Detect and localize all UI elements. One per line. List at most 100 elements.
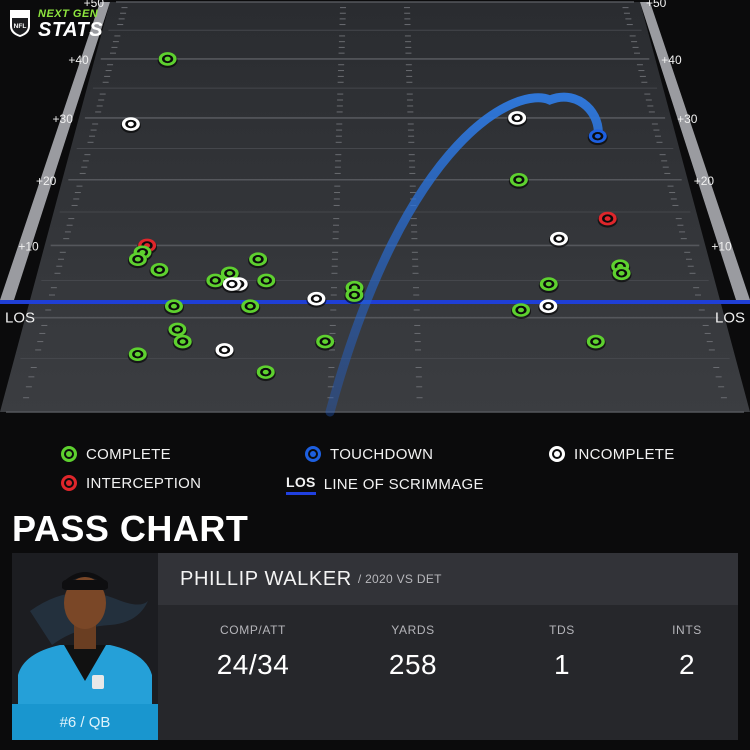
right-yard-label: +20 — [694, 174, 715, 188]
legend-complete: COMPLETE — [60, 445, 171, 463]
point-core — [228, 281, 235, 287]
point-core — [212, 278, 219, 283]
pass-complete-point — [149, 262, 170, 279]
pass-incomplete-point — [548, 231, 569, 248]
pass-complete-point — [205, 273, 226, 290]
point-core — [514, 115, 521, 121]
point-core — [515, 177, 522, 183]
pass-complete-point — [255, 365, 276, 382]
left-yard-label: +40 — [68, 53, 89, 67]
player-name-bar: PHILLIP WALKER / 2020 VS DET — [158, 553, 738, 605]
pass-complete-point — [585, 334, 606, 351]
player-name: PHILLIP WALKER — [180, 567, 352, 590]
pass-chart-field: +50 +50 +40 +40 +30 +30 +20 +20 +10 +10 LOS LOS — [0, 0, 750, 417]
field-turf — [0, 2, 750, 412]
pass-complete-point — [611, 266, 632, 283]
point-core — [221, 347, 228, 353]
stat-value: 1 — [553, 649, 571, 680]
stat-ints: INTS 2 — [652, 623, 722, 681]
pass-complete-point — [163, 299, 184, 316]
right-yard-label: LOS — [715, 310, 745, 327]
stat-label: YARDS — [391, 623, 435, 637]
point-core — [164, 56, 171, 62]
legend: COMPLETE TOUCHDOWN INCOMPLETE INTERCEPTI… — [0, 440, 750, 500]
player-card: #6 / QB PHILLIP WALKER / 2020 VS DET COM… — [12, 553, 738, 740]
right-sideline — [640, 2, 750, 300]
game-info: / 2020 VS DET — [357, 572, 442, 586]
point-core — [174, 327, 181, 332]
yard-labels: +50 +50 +40 +40 +30 +30 +20 +20 +10 +10 LOS LOS — [5, 0, 745, 327]
pass-complete-point — [219, 266, 240, 283]
pass-complete-point — [508, 172, 529, 189]
pass-complete-point — [127, 252, 148, 269]
right-yard-label: +40 — [661, 53, 682, 67]
nfl-shield-icon: NFL — [10, 10, 30, 37]
point-core — [594, 133, 601, 139]
pass-complete-point — [344, 288, 365, 305]
stat-value: 24/34 — [216, 649, 290, 680]
next-gen-stats-logo: NFL NEXT GEN STATS — [8, 6, 118, 41]
pass-complete-point — [256, 273, 277, 290]
point-core — [247, 303, 254, 309]
legend-los-label: LINE OF SCRIMMAGE — [323, 476, 484, 493]
pass-complete-point — [127, 347, 148, 364]
point-core — [127, 121, 134, 127]
point-core — [618, 270, 625, 276]
point-core — [351, 292, 358, 298]
los-chip: LOS — [286, 474, 316, 495]
stat-tds: TDS 1 — [512, 623, 612, 681]
point-core — [156, 267, 163, 273]
pass-complete-point — [248, 252, 269, 269]
legend-los: LOS LINE OF SCRIMMAGE — [286, 474, 484, 495]
point-core — [313, 296, 320, 302]
point-core — [545, 303, 552, 309]
legend-complete-label: COMPLETE — [86, 445, 171, 463]
point-core — [262, 369, 269, 375]
point-core — [226, 270, 233, 276]
chart-title: PASS CHART — [12, 508, 249, 549]
complete-marker-icon — [61, 446, 77, 462]
pass-incomplete-point — [221, 277, 242, 294]
point-core — [518, 307, 525, 313]
legend-incomplete-label: INCOMPLETE — [574, 445, 675, 463]
point-core — [134, 256, 141, 262]
pass-incomplete-point — [306, 291, 327, 308]
pass-complete-point — [157, 52, 178, 68]
legend-incomplete: INCOMPLETE — [548, 445, 675, 463]
pass-incomplete-point — [538, 299, 559, 316]
pass-points — [120, 52, 632, 382]
player-photo: #6 / QB — [12, 553, 158, 740]
pass-incomplete-point — [214, 343, 235, 359]
right-yard-label: +10 — [711, 239, 732, 253]
point-core — [179, 339, 186, 344]
legend-touchdown-label: TOUCHDOWN — [330, 445, 434, 463]
right-yard-label: +30 — [677, 112, 698, 126]
yard-lines — [6, 1, 744, 413]
legend-interception-label: INTERCEPTION — [86, 474, 202, 492]
pass-complete-point — [315, 334, 336, 351]
left-yard-label: +50 — [84, 0, 105, 10]
left-yard-label: +30 — [53, 112, 74, 126]
legend-interception: INTERCEPTION — [60, 474, 201, 492]
player-headshot-icon — [18, 572, 152, 704]
point-core — [170, 303, 177, 309]
stat-value: 258 — [388, 649, 438, 680]
point-core — [322, 339, 329, 344]
pass-touchdown-point — [587, 129, 608, 146]
brand-line-2: STATS — [38, 19, 104, 41]
legend-touchdown: TOUCHDOWN — [304, 445, 433, 463]
pass-interception-point — [597, 211, 618, 228]
point-core — [545, 281, 552, 287]
point-core — [604, 216, 611, 221]
point-core — [592, 339, 599, 344]
svg-text:NFL: NFL — [14, 23, 27, 30]
left-yard-label: +20 — [36, 174, 57, 188]
jersey-label: #6 / QB — [12, 704, 158, 740]
brand-line-1: NEXT GEN — [38, 8, 99, 20]
point-core — [255, 256, 262, 262]
stat-yards: YARDS 258 — [358, 623, 468, 681]
point-core — [134, 351, 141, 357]
right-yard-label: +50 — [646, 0, 667, 10]
pass-complete-point — [538, 277, 559, 294]
point-core — [263, 278, 270, 283]
